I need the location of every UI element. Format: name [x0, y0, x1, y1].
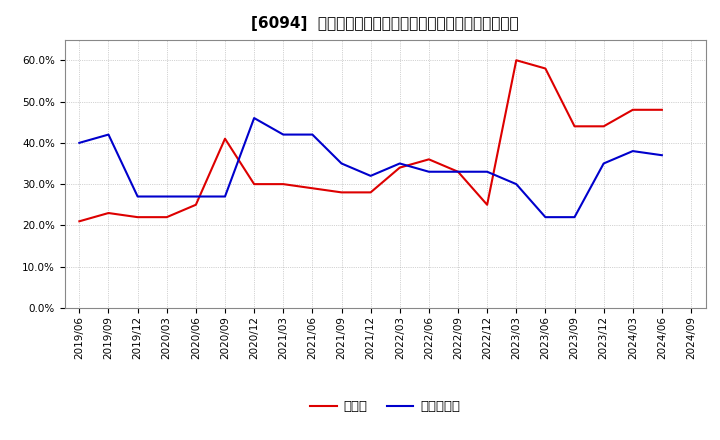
有利子負債: [599, 161, 608, 166]
現預金: [104, 210, 113, 216]
有利子負債: [104, 132, 113, 137]
有利子負債: [192, 194, 200, 199]
有利子負債: [337, 161, 346, 166]
Legend: 現預金, 有利子負債: 現預金, 有利子負債: [305, 395, 465, 419]
現預金: [512, 58, 521, 63]
Line: 有利子負債: 有利子負債: [79, 118, 662, 217]
有利子負債: [366, 173, 375, 179]
現預金: [454, 169, 462, 174]
Title: [6094]  現預金、有利子負債の総資産に対する比率の推移: [6094] 現預金、有利子負債の総資産に対する比率の推移: [251, 16, 519, 32]
有利子負債: [395, 161, 404, 166]
有利子負債: [220, 194, 229, 199]
有利子負債: [425, 169, 433, 174]
現預金: [425, 157, 433, 162]
有利子負債: [483, 169, 492, 174]
有利子負債: [512, 181, 521, 187]
有利子負債: [454, 169, 462, 174]
現預金: [483, 202, 492, 207]
現預金: [163, 215, 171, 220]
有利子負債: [541, 215, 550, 220]
有利子負債: [163, 194, 171, 199]
現預金: [337, 190, 346, 195]
有利子負債: [250, 115, 258, 121]
現預金: [75, 219, 84, 224]
有利子負債: [133, 194, 142, 199]
現預金: [308, 186, 317, 191]
現預金: [657, 107, 666, 113]
現預金: [133, 215, 142, 220]
有利子負債: [75, 140, 84, 146]
現預金: [250, 181, 258, 187]
有利子負債: [629, 148, 637, 154]
有利子負債: [308, 132, 317, 137]
現預金: [395, 165, 404, 170]
Line: 現預金: 現預金: [79, 60, 662, 221]
現預金: [220, 136, 229, 141]
現預金: [599, 124, 608, 129]
現預金: [629, 107, 637, 113]
現預金: [366, 190, 375, 195]
有利子負債: [657, 153, 666, 158]
現預金: [192, 202, 200, 207]
現預金: [570, 124, 579, 129]
有利子負債: [279, 132, 287, 137]
現預金: [541, 66, 550, 71]
有利子負債: [570, 215, 579, 220]
現預金: [279, 181, 287, 187]
